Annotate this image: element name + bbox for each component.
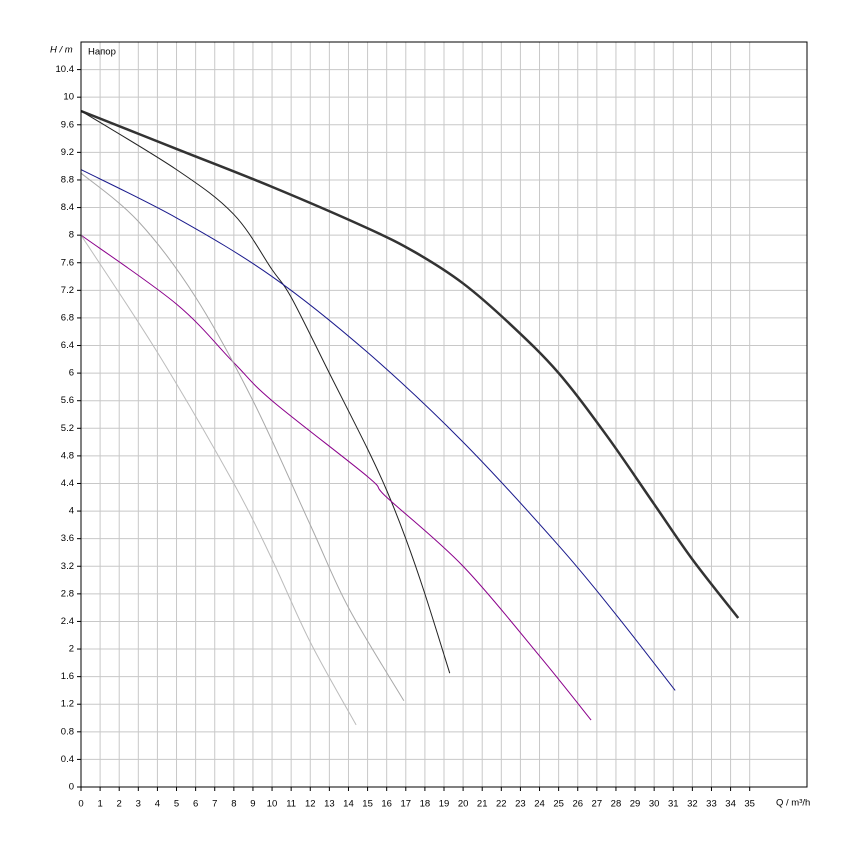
y-tick-label: 6.4	[61, 340, 74, 351]
y-tick-label: 5.2	[61, 423, 74, 434]
y-tick-label: 0.4	[61, 754, 74, 765]
y-tick-label: 7.2	[61, 285, 74, 296]
x-tick-label: 10	[267, 799, 278, 810]
y-tick-label: 3.6	[61, 533, 74, 544]
x-tick-label: 12	[305, 799, 316, 810]
x-tick-label: 5	[174, 799, 179, 810]
y-tick-label: 6.8	[61, 312, 74, 323]
y-tick-label: 10.4	[56, 64, 75, 75]
pump-curve	[80, 172, 405, 702]
x-tick-label: 32	[687, 799, 698, 810]
y-tick-label: 0.8	[61, 726, 74, 737]
x-tick-label: 25	[553, 799, 564, 810]
x-tick-label: 28	[611, 799, 622, 810]
x-tick-label: 18	[420, 799, 431, 810]
y-axis-label: H / m	[50, 45, 73, 56]
y-tick-label: 4.4	[61, 478, 74, 489]
x-tick-label: 26	[572, 799, 583, 810]
x-tick-label: 30	[649, 799, 660, 810]
x-tick-label: 7	[212, 799, 217, 810]
y-tick-label: 6	[69, 368, 74, 379]
x-tick-label: 34	[725, 799, 736, 810]
x-tick-label: 24	[534, 799, 545, 810]
y-tick-label: 8.4	[61, 202, 74, 213]
y-tick-label: 4	[69, 506, 74, 517]
y-tick-label: 10	[63, 92, 74, 103]
y-tick-label: 4.8	[61, 450, 74, 461]
x-tick-label: 21	[477, 799, 488, 810]
pump-curve	[80, 234, 592, 721]
y-tick-label: 2.8	[61, 588, 74, 599]
annotation: Напор	[88, 47, 116, 58]
x-tick-label: 11	[286, 799, 296, 810]
grid	[77, 42, 807, 791]
x-tick-label: 15	[362, 799, 373, 810]
x-tick-label: 16	[381, 799, 392, 810]
x-tick-label: 8	[231, 799, 236, 810]
x-tick-label: 4	[155, 799, 160, 810]
pump-curve	[80, 234, 357, 726]
y-tick-label: 8.8	[61, 174, 74, 185]
x-tick-label: 27	[592, 799, 603, 810]
pump-curve	[80, 109, 740, 619]
y-tick-label: 9.6	[61, 119, 74, 130]
x-axis-label: Q / m³/h	[776, 798, 810, 809]
x-tick-label: 3	[136, 799, 141, 810]
x-tick-label: 14	[343, 799, 354, 810]
x-tick-label: 17	[401, 799, 412, 810]
y-tick-label: 2.4	[61, 616, 74, 627]
y-tick-label: 9.2	[61, 147, 74, 158]
x-tick-label: 35	[744, 799, 755, 810]
x-tick-label: 19	[439, 799, 450, 810]
x-tick-label: 33	[706, 799, 717, 810]
x-tick-label: 29	[630, 799, 641, 810]
x-tick-label: 20	[458, 799, 469, 810]
y-tick-label: 3.2	[61, 561, 74, 572]
x-tick-label: 9	[250, 799, 255, 810]
y-tick-label: 8	[69, 230, 74, 241]
y-tick-label: 1.2	[61, 699, 74, 710]
x-tick-label: 2	[117, 799, 122, 810]
x-tick-label: 0	[78, 799, 83, 810]
y-tick-label: 1.6	[61, 671, 74, 682]
y-tick-label: 0	[69, 782, 74, 793]
pump-curve	[80, 169, 676, 691]
y-tick-label: 7.6	[61, 257, 74, 268]
y-tick-label: 2	[69, 644, 74, 655]
x-tick-label: 6	[193, 799, 198, 810]
x-tick-label: 13	[324, 799, 335, 810]
x-tick-label: 23	[515, 799, 526, 810]
y-tick-label: 5.6	[61, 395, 74, 406]
curves	[80, 109, 740, 726]
x-tick-label: 31	[668, 799, 679, 810]
x-tick-label: 1	[97, 799, 102, 810]
plot-frame	[80, 41, 808, 788]
x-tick-label: 22	[496, 799, 507, 810]
pump-curve	[80, 110, 451, 674]
